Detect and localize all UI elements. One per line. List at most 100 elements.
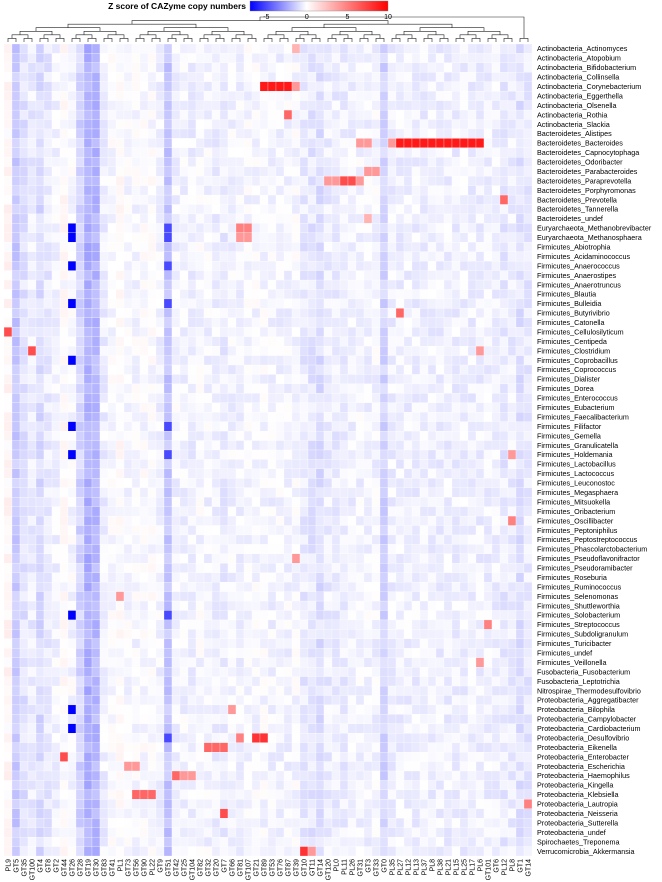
heatmap-cell bbox=[347, 138, 357, 148]
heatmap-cell bbox=[299, 534, 309, 545]
heatmap-cell bbox=[27, 166, 37, 177]
heatmap-cell bbox=[267, 109, 277, 120]
heatmap-cell bbox=[163, 685, 173, 696]
heatmap-cell bbox=[427, 279, 437, 290]
dendrogram-branch bbox=[39, 38, 49, 42]
heatmap-cell bbox=[27, 638, 37, 649]
heatmap-cell bbox=[435, 327, 445, 337]
heatmap-cell bbox=[219, 449, 229, 460]
heatmap-cell bbox=[51, 298, 61, 309]
heatmap-cell bbox=[307, 176, 317, 186]
heatmap-cell bbox=[75, 204, 85, 215]
heatmap-cell bbox=[243, 128, 253, 139]
heatmap-cell bbox=[83, 81, 93, 92]
heatmap-cell bbox=[331, 138, 341, 148]
heatmap-cell bbox=[467, 685, 477, 696]
heatmap-cell bbox=[91, 430, 101, 441]
heatmap-cell bbox=[387, 648, 397, 658]
heatmap-cell bbox=[235, 279, 245, 290]
heatmap-cell bbox=[91, 336, 101, 347]
heatmap-cell bbox=[75, 704, 85, 715]
heatmap-cell bbox=[227, 185, 237, 196]
heatmap-cell bbox=[331, 685, 341, 696]
heatmap-cell bbox=[243, 157, 253, 167]
heatmap-cell bbox=[251, 459, 261, 470]
heatmap-cell bbox=[139, 166, 149, 177]
heatmap-cell bbox=[435, 204, 445, 215]
heatmap-cell bbox=[395, 62, 405, 73]
heatmap-cell bbox=[355, 534, 365, 545]
heatmap-cell bbox=[459, 232, 469, 243]
heatmap-cell bbox=[371, 317, 381, 328]
heatmap-cell bbox=[459, 704, 469, 715]
heatmap-cell bbox=[3, 176, 13, 186]
heatmap-cell bbox=[355, 619, 365, 630]
heatmap-cell bbox=[163, 487, 173, 498]
heatmap-cell bbox=[259, 572, 269, 583]
heatmap-cell bbox=[115, 308, 125, 318]
heatmap-cell bbox=[347, 383, 357, 394]
heatmap-cell bbox=[243, 563, 253, 573]
heatmap-cell bbox=[435, 100, 445, 111]
heatmap-cell bbox=[115, 534, 125, 545]
heatmap-cell bbox=[235, 723, 245, 734]
heatmap-cell bbox=[43, 553, 53, 564]
heatmap-cell bbox=[499, 251, 509, 262]
heatmap-cell bbox=[467, 100, 477, 111]
heatmap-cell bbox=[267, 393, 277, 403]
heatmap-cell bbox=[123, 138, 133, 148]
heatmap-cell bbox=[387, 723, 397, 734]
heatmap-cell bbox=[387, 289, 397, 300]
heatmap-cell bbox=[155, 648, 165, 658]
heatmap-cell bbox=[163, 270, 173, 281]
heatmap-cell bbox=[323, 714, 333, 724]
heatmap-cell bbox=[475, 185, 485, 196]
heatmap-cell bbox=[259, 619, 269, 630]
heatmap-cell bbox=[115, 53, 125, 64]
heatmap-cell bbox=[35, 166, 45, 177]
heatmap-cell bbox=[427, 364, 437, 375]
heatmap-cell bbox=[499, 534, 509, 545]
heatmap-cell bbox=[123, 166, 133, 177]
heatmap-cell bbox=[323, 109, 333, 120]
heatmap-cell bbox=[515, 336, 525, 347]
heatmap-cell bbox=[51, 572, 61, 583]
heatmap-cell bbox=[363, 72, 373, 82]
heatmap-cell bbox=[443, 383, 453, 394]
heatmap-cell bbox=[155, 430, 165, 441]
heatmap-cell bbox=[179, 421, 189, 432]
heatmap-cell bbox=[419, 468, 429, 479]
heatmap-cell bbox=[275, 619, 285, 630]
heatmap-cell bbox=[395, 270, 405, 281]
heatmap-cell bbox=[227, 100, 237, 111]
heatmap-cell bbox=[27, 317, 37, 328]
heatmap-cell bbox=[403, 619, 413, 630]
heatmap-cell bbox=[443, 91, 453, 101]
heatmap-cell bbox=[435, 534, 445, 545]
heatmap-cell bbox=[35, 667, 45, 677]
heatmap-cell bbox=[51, 459, 61, 470]
heatmap-cell bbox=[227, 600, 237, 611]
heatmap-cell bbox=[163, 223, 173, 233]
heatmap-cell bbox=[51, 176, 61, 186]
heatmap-cell bbox=[243, 553, 253, 564]
heatmap-cell bbox=[307, 355, 317, 366]
heatmap-cell bbox=[123, 100, 133, 111]
heatmap-cell bbox=[115, 544, 125, 554]
heatmap-cell bbox=[371, 449, 381, 460]
heatmap-cell bbox=[243, 629, 253, 639]
heatmap-cell bbox=[147, 261, 157, 271]
heatmap-cell bbox=[51, 695, 61, 706]
heatmap-cell bbox=[267, 733, 277, 743]
heatmap-cell bbox=[371, 657, 381, 668]
heatmap-cell bbox=[379, 685, 389, 696]
heatmap-cell bbox=[123, 213, 133, 224]
heatmap-cell bbox=[379, 279, 389, 290]
heatmap-cell bbox=[435, 43, 445, 54]
heatmap-cell bbox=[83, 355, 93, 366]
heatmap-cell bbox=[123, 393, 133, 403]
heatmap-cell bbox=[147, 582, 157, 592]
heatmap-cell bbox=[83, 251, 93, 262]
heatmap-cell bbox=[67, 43, 77, 54]
heatmap-cell bbox=[35, 119, 45, 130]
